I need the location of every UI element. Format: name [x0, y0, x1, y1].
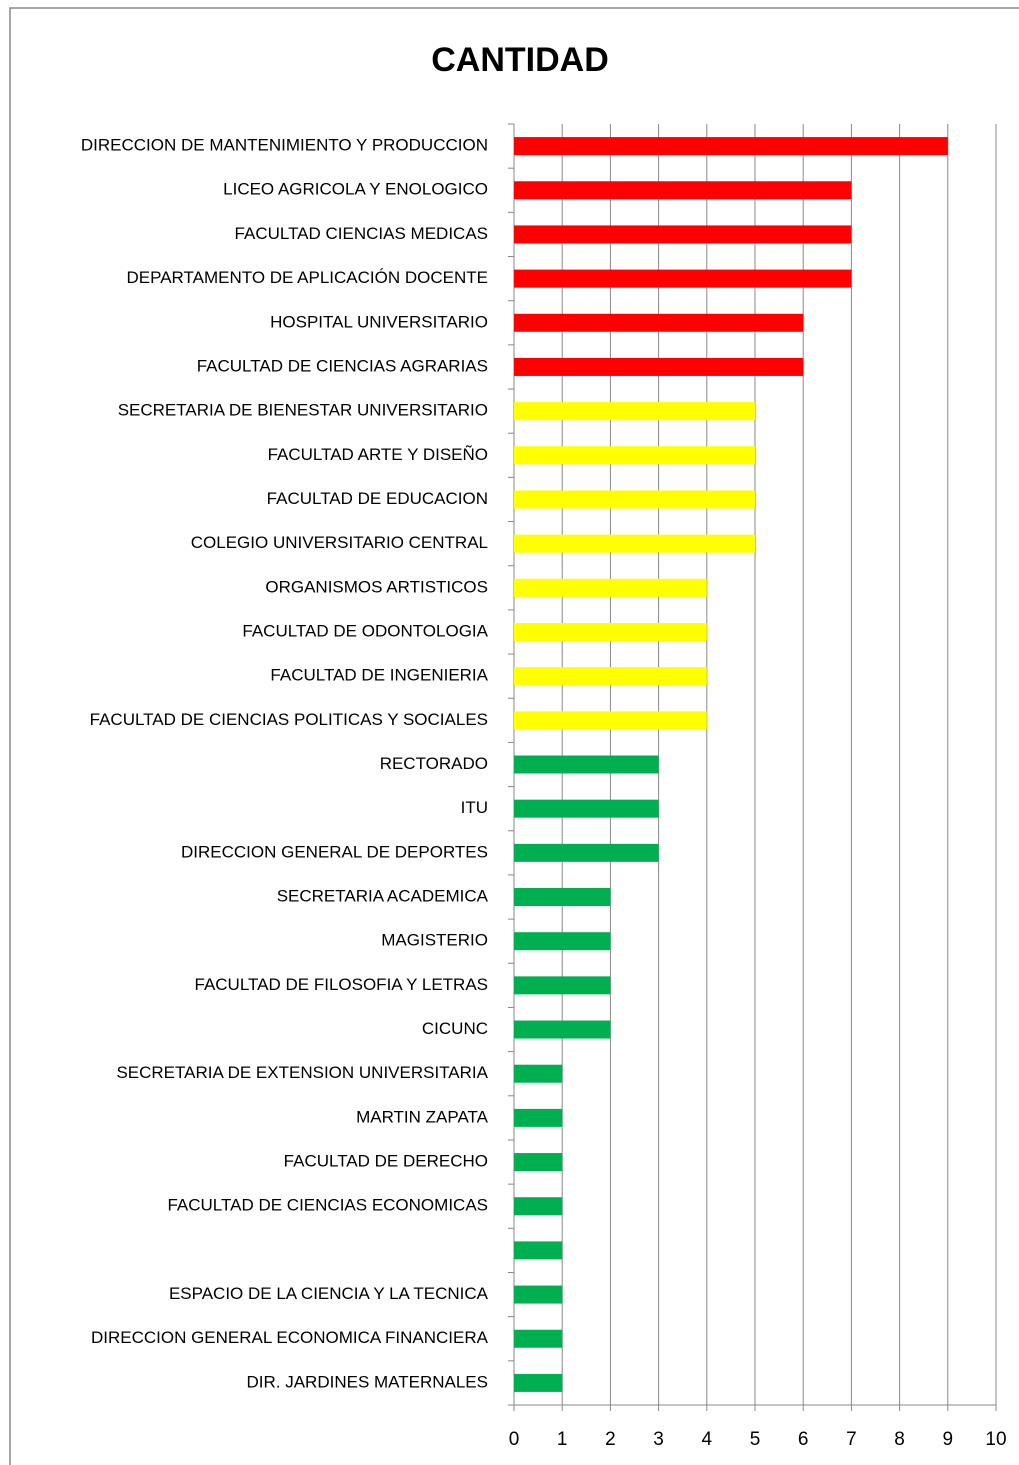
y-tick-label: ORGANISMOS ARTISTICOS	[265, 577, 488, 596]
y-tick-label: MARTIN ZAPATA	[356, 1107, 489, 1126]
y-tick-label: FACULTAD DE EDUCACION	[267, 489, 488, 508]
bar	[514, 1020, 611, 1039]
y-tick-label: ESPACIO DE LA CIENCIA Y LA TECNICA	[169, 1284, 489, 1303]
y-tick-label: FACULTAD DE CIENCIAS ECONOMICAS	[167, 1196, 488, 1215]
y-tick-label: FACULTAD DE DERECHO	[284, 1152, 488, 1171]
y-tick-label: FACULTAD DE FILOSOFIA Y LETRAS	[195, 975, 489, 994]
y-tick-label: FACULTAD DE ODONTOLOGIA	[242, 621, 488, 640]
y-tick-label: FACULTAD ARTE Y DISEÑO	[268, 445, 488, 464]
y-tick-label: FACULTAD CIENCIAS MEDICAS	[235, 224, 488, 243]
bar	[514, 313, 804, 332]
x-tick-label: 2	[605, 1429, 616, 1450]
bar	[514, 1329, 563, 1348]
x-tick-label: 1	[557, 1429, 568, 1450]
bar	[514, 137, 948, 156]
y-tick-label: FACULTAD DE CIENCIAS AGRARIAS	[197, 356, 488, 375]
y-tick-label: DIRECCION DE MANTENIMIENTO Y PRODUCCION	[81, 136, 488, 155]
y-tick-label: HOSPITAL UNIVERSITARIO	[270, 312, 488, 331]
bar	[514, 1285, 563, 1304]
bar	[514, 578, 707, 597]
x-tick-label: 5	[750, 1429, 761, 1450]
bar	[514, 932, 611, 951]
y-tick-label: COLEGIO UNIVERSITARIO CENTRAL	[191, 533, 488, 552]
bar	[514, 1373, 563, 1392]
bar	[514, 755, 659, 774]
bar	[514, 1108, 563, 1127]
bar	[514, 843, 659, 862]
y-tick-label: FACULTAD DE INGENIERIA	[270, 666, 488, 685]
y-tick-label: DEPARTAMENTO DE APLICACIÓN DOCENTE	[127, 268, 488, 287]
y-tick-label: FACULTAD DE CIENCIAS POLITICAS Y SOCIALE…	[90, 710, 488, 729]
x-tick-label: 6	[798, 1429, 809, 1450]
bar	[514, 1064, 563, 1083]
y-tick-label: RECTORADO	[380, 754, 488, 773]
bar	[514, 225, 852, 244]
bar	[514, 1197, 563, 1216]
chart-title: CANTIDAD	[431, 41, 609, 79]
x-tick-label: 10	[985, 1429, 1006, 1450]
bar	[514, 1241, 563, 1260]
x-tick-label: 8	[894, 1429, 905, 1450]
y-tick-label: SECRETARIA DE BIENESTAR UNIVERSITARIO	[118, 401, 488, 420]
bar	[514, 799, 659, 818]
bar	[514, 446, 755, 465]
bar	[514, 181, 852, 200]
y-tick-label: DIR. JARDINES MATERNALES	[246, 1372, 488, 1391]
bar	[514, 622, 707, 641]
x-tick-label: 9	[943, 1429, 954, 1450]
bar	[514, 402, 755, 421]
y-tick-label: LICEO AGRICOLA Y ENOLOGICO	[223, 180, 488, 199]
bar	[514, 1153, 563, 1172]
x-tick-label: 4	[702, 1429, 713, 1450]
y-tick-label: DIRECCION GENERAL ECONOMICA FINANCIERA	[91, 1328, 489, 1347]
y-tick-label: SECRETARIA ACADEMICA	[277, 887, 489, 906]
y-tick-label: CICUNC	[422, 1019, 488, 1038]
bar	[514, 667, 707, 686]
x-tick-label: 0	[509, 1429, 520, 1450]
y-tick-label: ITU	[461, 798, 488, 817]
bar	[514, 711, 707, 730]
bar	[514, 976, 611, 995]
y-tick-label: DIRECCION GENERAL DE DEPORTES	[181, 842, 488, 861]
bar	[514, 490, 755, 509]
bar	[514, 888, 611, 907]
x-tick-label: 7	[846, 1429, 857, 1450]
y-tick-label: SECRETARIA DE EXTENSION UNIVERSITARIA	[116, 1063, 488, 1082]
bar	[514, 269, 852, 288]
bar	[514, 534, 755, 553]
x-tick-label: 3	[653, 1429, 664, 1450]
y-tick-label: MAGISTERIO	[381, 931, 488, 950]
bar	[514, 357, 804, 376]
